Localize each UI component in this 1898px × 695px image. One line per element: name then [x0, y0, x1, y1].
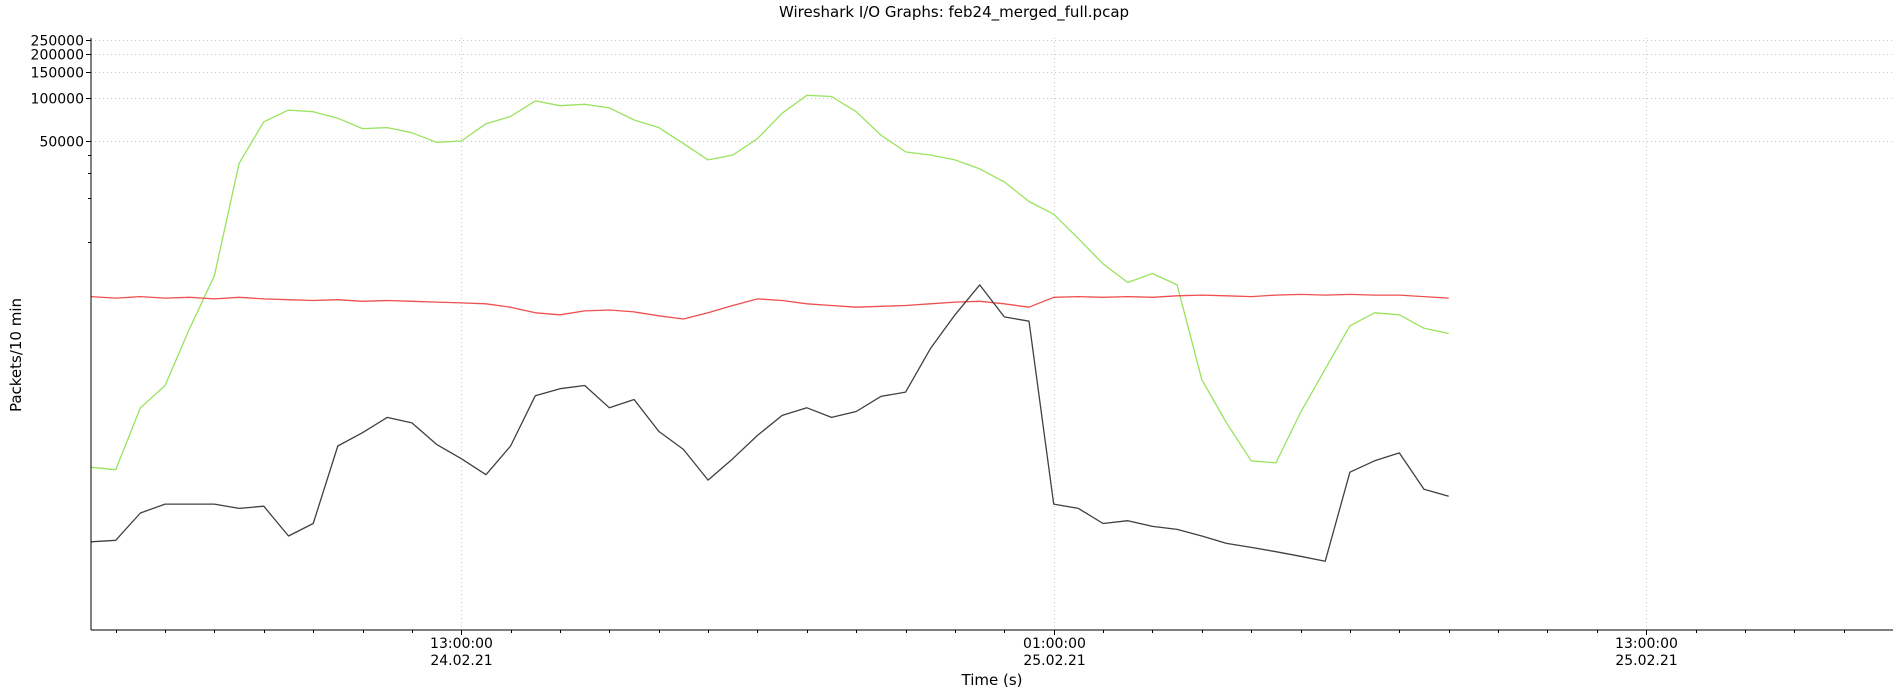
x-axis-label: Time (s): [961, 671, 1023, 689]
x-tick-label-date: 24.02.21: [430, 653, 492, 669]
y-axis-label: Packets/10 min: [7, 298, 25, 412]
x-tick-label-date: 25.02.21: [1023, 653, 1085, 669]
x-tick-label-time: 13:00:00: [430, 636, 493, 652]
series-line-2: [90, 284, 1449, 562]
series-line-0: [90, 94, 1449, 471]
y-tick-label: 200000: [31, 48, 84, 64]
ticks-layer: 2500002000001500001000005000013:00:0024.…: [31, 34, 1845, 669]
y-tick-label: 100000: [31, 92, 84, 108]
series-line-1: [90, 293, 1449, 320]
axes-layer: [90, 38, 1893, 631]
x-tick-label-time: 01:00:00: [1023, 636, 1086, 652]
y-tick-label: 50000: [39, 135, 84, 151]
x-tick-label-time: 13:00:00: [1615, 636, 1678, 652]
grid-layer: [91, 38, 1893, 630]
series-layer: [90, 94, 1449, 562]
chart-title: Wireshark I/O Graphs: feb24_merged_full.…: [779, 3, 1129, 22]
y-tick-label: 250000: [31, 34, 84, 50]
x-tick-label-date: 25.02.21: [1615, 653, 1677, 669]
y-tick-label: 150000: [31, 66, 84, 82]
